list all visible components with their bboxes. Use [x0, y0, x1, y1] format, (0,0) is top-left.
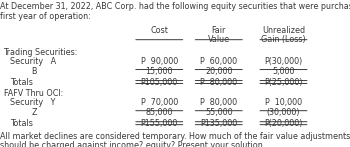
- Text: 85,000: 85,000: [146, 108, 173, 117]
- Text: Security   A: Security A: [10, 57, 57, 66]
- Text: P  80,000: P 80,000: [200, 98, 237, 107]
- Text: P  90,000: P 90,000: [141, 57, 178, 66]
- Text: P  10,000: P 10,000: [265, 98, 302, 107]
- Text: Gain (Loss): Gain (Loss): [261, 35, 306, 44]
- Text: P(20,000): P(20,000): [264, 119, 303, 128]
- Text: FAFV Thru OCI:: FAFV Thru OCI:: [4, 89, 63, 98]
- Text: 5,000: 5,000: [272, 67, 295, 76]
- Text: P(30,000): P(30,000): [264, 57, 303, 66]
- Text: All market declines are considered temporary. How much of the fair value adjustm: All market declines are considered tempo…: [0, 132, 350, 141]
- Text: Totals: Totals: [10, 78, 33, 87]
- Text: should be charged against income? equity? Present your solution.: should be charged against income? equity…: [0, 141, 265, 147]
- Text: (30,000): (30,000): [267, 108, 300, 117]
- Text: B: B: [32, 67, 37, 76]
- Text: P(25,000): P(25,000): [264, 78, 303, 87]
- Text: Cost: Cost: [150, 26, 168, 35]
- Text: first year of operation:: first year of operation:: [0, 12, 91, 21]
- Text: 20,000: 20,000: [205, 67, 232, 76]
- Text: Totals: Totals: [10, 119, 33, 128]
- Text: Z: Z: [32, 108, 37, 117]
- Text: 15,000: 15,000: [146, 67, 173, 76]
- Text: P  70,000: P 70,000: [141, 98, 178, 107]
- Text: P  80,000: P 80,000: [200, 78, 237, 87]
- Text: Unrealized: Unrealized: [262, 26, 305, 35]
- Text: 55,000: 55,000: [205, 108, 232, 117]
- Text: Fair: Fair: [211, 26, 226, 35]
- Text: Value: Value: [208, 35, 230, 44]
- Text: P105,000: P105,000: [141, 78, 178, 87]
- Text: Security   Y: Security Y: [10, 98, 56, 107]
- Text: At December 31, 2022, ABC Corp. had the following equity securities that were pu: At December 31, 2022, ABC Corp. had the …: [0, 2, 350, 11]
- Text: Trading Securities:: Trading Securities:: [4, 48, 78, 57]
- Text: P155,000: P155,000: [141, 119, 178, 128]
- Text: P135,000: P135,000: [200, 119, 237, 128]
- Text: P  60,000: P 60,000: [200, 57, 237, 66]
